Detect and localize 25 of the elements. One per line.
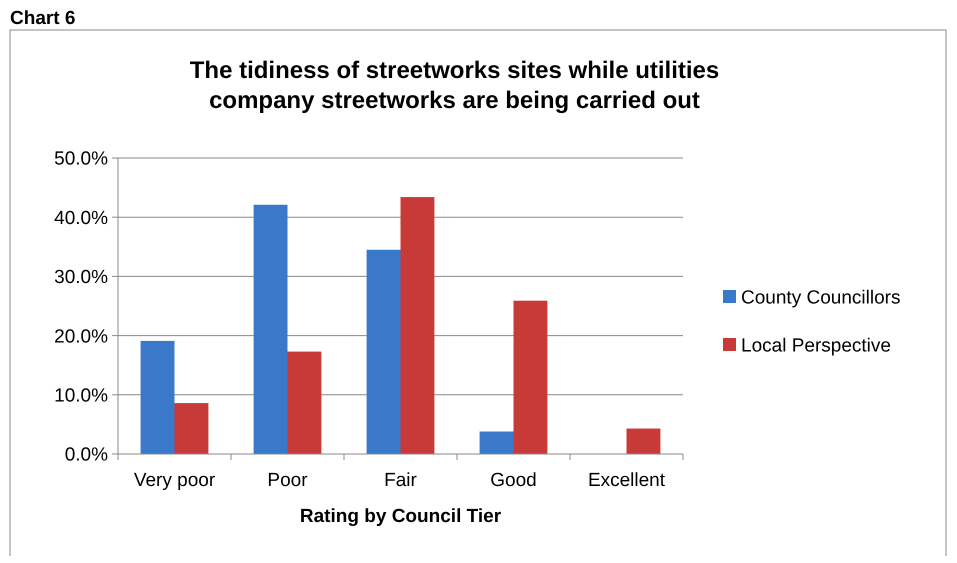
bar — [514, 300, 548, 454]
y-tick-label: 40.0% — [54, 208, 108, 229]
bar — [400, 197, 434, 454]
x-tick-label: Fair — [384, 470, 418, 491]
bar — [140, 340, 174, 454]
caption: Chart 6 — [10, 8, 76, 29]
x-tick-label: Excellent — [588, 470, 666, 491]
legend-label: County Councillors — [741, 288, 900, 309]
legend-label: Local Perspective — [741, 336, 891, 357]
bar — [480, 432, 514, 454]
bar — [366, 250, 400, 454]
x-tick-label: Very poor — [134, 470, 216, 491]
y-tick-label: 0.0% — [64, 444, 108, 466]
x-axis-title: Rating by Council Tier — [300, 506, 502, 527]
y-tick-label: 30.0% — [54, 267, 108, 288]
chart-title: The tidiness of streetworks sites while utilities company streetworks are being carried out — [190, 57, 720, 114]
bar — [288, 352, 322, 454]
bar — [174, 403, 208, 454]
x-tick-label: Poor — [267, 470, 308, 491]
bar — [254, 204, 288, 454]
bar — [626, 428, 660, 454]
x-tick-label: Good — [490, 470, 537, 491]
y-tick-label: 50.0% — [54, 148, 108, 170]
y-tick-label: 20.0% — [54, 326, 108, 348]
y-tick-label: 10.0% — [54, 385, 108, 406]
